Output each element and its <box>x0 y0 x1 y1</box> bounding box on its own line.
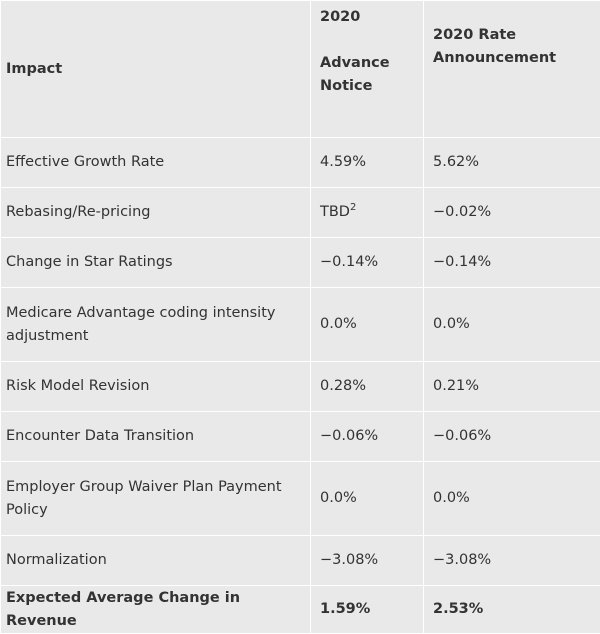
impact-cell-line2: Policy <box>6 502 48 518</box>
advance-notice-value: TBD <box>320 204 350 220</box>
advance-notice-cell: 0.0% <box>311 462 424 536</box>
rate-announcement-cell: 5.62% <box>424 138 600 188</box>
rate-announcement-cell: −0.02% <box>424 188 600 238</box>
table-total-row: Expected Average Change in Revenue 1.59%… <box>1 586 600 634</box>
rate-announcement-cell: −0.06% <box>424 412 600 462</box>
impact-cell: Effective Growth Rate <box>1 138 311 188</box>
impact-cell: Risk Model Revision <box>1 362 311 412</box>
impact-cell: Employer Group Waiver Plan Payment Policy <box>1 462 311 536</box>
rate-announcement-cell: −0.14% <box>424 238 600 288</box>
impact-cell: Medicare Advantage coding intensity adjus… <box>1 288 311 362</box>
impact-cell-line1: Medicare Advantage coding intensity <box>6 305 275 321</box>
impact-cell-line2: adjustment <box>6 328 88 344</box>
header-advance-notice-line1: 2020 <box>320 9 360 25</box>
impact-cell: Encounter Data Transition <box>1 412 311 462</box>
advance-notice-cell: 4.59% <box>311 138 424 188</box>
impact-cell: Rebasing/Re-pricing <box>1 188 311 238</box>
advance-notice-cell: −0.14% <box>311 238 424 288</box>
table-row: Employer Group Waiver Plan Payment Policy… <box>1 462 600 536</box>
table-row: Change in Star Ratings −0.14% −0.14% <box>1 238 600 288</box>
advance-notice-cell: −0.06% <box>311 412 424 462</box>
footnote-marker: 2 <box>350 202 356 213</box>
total-advance-notice-cell: 1.59% <box>311 586 424 634</box>
table-row: Risk Model Revision 0.28% 0.21% <box>1 362 600 412</box>
table-row: Medicare Advantage coding intensity adjus… <box>1 288 600 362</box>
rate-announcement-cell: −3.08% <box>424 536 600 586</box>
impact-cell-line1: Employer Group Waiver Plan Payment <box>6 479 282 495</box>
table-header-row: Impact 2020 Advance Notice 2020 Rate Ann… <box>1 1 600 138</box>
table-row: Effective Growth Rate 4.59% 5.62% <box>1 138 600 188</box>
header-rate-announcement: 2020 Rate Announcement <box>424 1 600 138</box>
rate-announcement-cell: 0.21% <box>424 362 600 412</box>
advance-notice-cell: 0.28% <box>311 362 424 412</box>
table-row: Normalization −3.08% −3.08% <box>1 536 600 586</box>
header-advance-notice-line3: Notice <box>320 78 372 94</box>
table-row: Rebasing/Re-pricing TBD2 −0.02% <box>1 188 600 238</box>
table-row: Encounter Data Transition −0.06% −0.06% <box>1 412 600 462</box>
advance-notice-cell: 0.0% <box>311 288 424 362</box>
total-rate-announcement-cell: 2.53% <box>424 586 600 634</box>
impact-cell: Change in Star Ratings <box>1 238 311 288</box>
impact-cell: Normalization <box>1 536 311 586</box>
rate-announcement-cell: 0.0% <box>424 462 600 536</box>
total-impact-cell: Expected Average Change in Revenue <box>1 586 311 634</box>
header-rate-announcement-line1: 2020 Rate <box>433 27 516 43</box>
header-advance-notice: 2020 Advance Notice <box>311 1 424 138</box>
advance-notice-cell: −3.08% <box>311 536 424 586</box>
header-rate-announcement-line2: Announcement <box>433 50 556 66</box>
rate-announcement-cell: 0.0% <box>424 288 600 362</box>
advance-notice-cell: TBD2 <box>311 188 424 238</box>
header-advance-notice-line2: Advance <box>320 55 390 71</box>
header-impact: Impact <box>1 1 311 138</box>
